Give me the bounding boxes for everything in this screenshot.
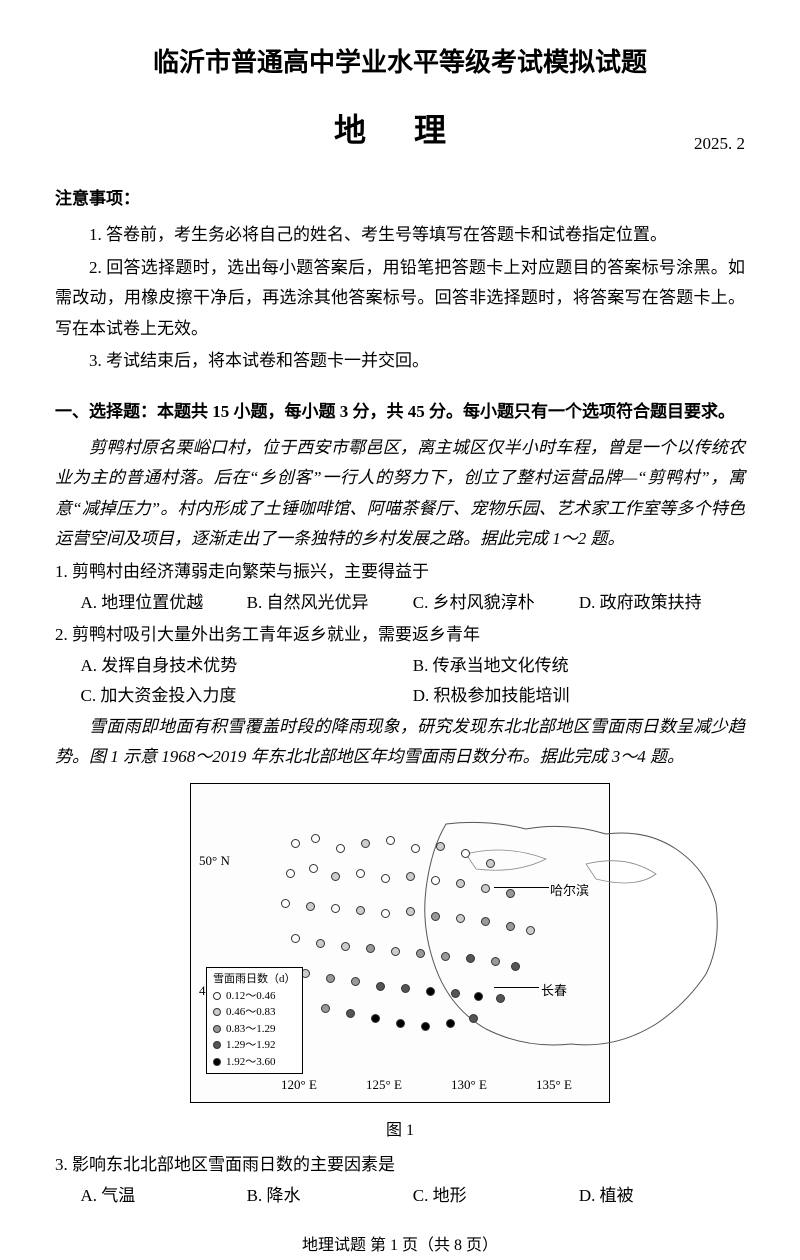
legend-row-4: 1.92～3.60 bbox=[213, 1054, 296, 1071]
legend-title: 雪面雨日数（d） bbox=[213, 971, 296, 988]
question-2-stem: 2. 剪鸭村吸引大量外出务工青年返乡就业，需要返乡青年 bbox=[55, 620, 745, 651]
legend-row-2: 0.83～1.29 bbox=[213, 1021, 296, 1038]
lon-130e-label: 130° E bbox=[451, 1073, 487, 1096]
q1-opt-c: C. 乡村风貌淳朴 bbox=[413, 588, 579, 619]
figure-1-container: 50° N 45° N 120° E 125° E 130° E 135° E bbox=[55, 783, 745, 1145]
q1-opt-b: B. 自然风光优异 bbox=[247, 588, 413, 619]
question-1-stem: 1. 剪鸭村由经济薄弱走向繁荣与振兴，主要得益于 bbox=[55, 557, 745, 588]
lon-125e-label: 125° E bbox=[366, 1073, 402, 1096]
section-1-heading: 一、选择题：本题共 15 小题，每小题 3 分，共 45 分。每小题只有一个选项… bbox=[55, 397, 745, 428]
q2-opt-c: C. 加大资金投入力度 bbox=[81, 681, 413, 712]
q3-opt-c: C. 地形 bbox=[413, 1181, 579, 1212]
q3-opt-b: B. 降水 bbox=[247, 1181, 413, 1212]
passage-2: 雪面雨即地面有积雪覆盖时段的降雨现象，研究发现东北北部地区雪面雨日数呈减少趋势。… bbox=[55, 712, 745, 773]
q2-opt-d: D. 积极参加技能培训 bbox=[413, 681, 745, 712]
figure-1-caption: 图 1 bbox=[55, 1117, 745, 1146]
notice-item-3: 3. 考试结束后，将本试卷和答题卡一并交回。 bbox=[55, 346, 745, 377]
map-outline-svg bbox=[406, 814, 736, 1064]
q1-opt-d: D. 政府政策扶持 bbox=[579, 588, 745, 619]
q3-opt-a: A. 气温 bbox=[81, 1181, 247, 1212]
lon-135e-label: 135° E bbox=[536, 1073, 572, 1096]
city-changchun-label: 长春 bbox=[541, 979, 567, 1002]
city-harbin-label: 哈尔滨 bbox=[550, 879, 589, 902]
figure-1-map: 50° N 45° N 120° E 125° E 130° E 135° E bbox=[190, 783, 610, 1103]
notice-heading: 注意事项： bbox=[55, 184, 745, 215]
legend-row-1: 0.46～0.83 bbox=[213, 1004, 296, 1021]
question-2-options: A. 发挥自身技术优势 B. 传承当地文化传统 C. 加大资金投入力度 D. 积… bbox=[55, 651, 745, 712]
notice-item-1: 1. 答卷前，考生务必将自己的姓名、考生号等填写在答题卡和试卷指定位置。 bbox=[55, 220, 745, 251]
passage-1: 剪鸭村原名栗峪口村，位于西安市鄠邑区，离主城区仅半小时车程，曾是一个以传统农业为… bbox=[55, 433, 745, 555]
lat-50n-label: 50° N bbox=[199, 849, 230, 872]
q2-opt-b: B. 传承当地文化传统 bbox=[413, 651, 745, 682]
notice-item-2: 2. 回答选择题时，选出每小题答案后，用铅笔把答题卡上对应题目的答案标号涂黑。如… bbox=[55, 253, 745, 345]
q3-opt-d: D. 植被 bbox=[579, 1181, 745, 1212]
page-footer: 地理试题 第 1 页（共 8 页） bbox=[55, 1232, 745, 1260]
subject-name: 地 理 bbox=[334, 112, 466, 148]
figure-legend: 雪面雨日数（d） 0.12～0.46 0.46～0.83 0.83～1.29 1… bbox=[206, 967, 303, 1074]
q2-opt-a: A. 发挥自身技术优势 bbox=[81, 651, 413, 682]
subject-row: 地 理 2025. 2 bbox=[55, 102, 745, 160]
exam-title: 临沂市普通高中学业水平等级考试模拟试题 bbox=[55, 40, 745, 87]
question-3-stem: 3. 影响东北北部地区雪面雨日数的主要因素是 bbox=[55, 1150, 745, 1181]
lon-120e-label: 120° E bbox=[281, 1073, 317, 1096]
question-1-options: A. 地理位置优越 B. 自然风光优异 C. 乡村风貌淳朴 D. 政府政策扶持 bbox=[55, 588, 745, 619]
legend-row-0: 0.12～0.46 bbox=[213, 988, 296, 1005]
q1-opt-a: A. 地理位置优越 bbox=[81, 588, 247, 619]
legend-row-3: 1.29～1.92 bbox=[213, 1037, 296, 1054]
city-harbin-line bbox=[494, 887, 549, 888]
question-3-options: A. 气温 B. 降水 C. 地形 D. 植被 bbox=[55, 1181, 745, 1212]
exam-date: 2025. 2 bbox=[694, 129, 745, 160]
city-changchun-line bbox=[494, 987, 539, 988]
